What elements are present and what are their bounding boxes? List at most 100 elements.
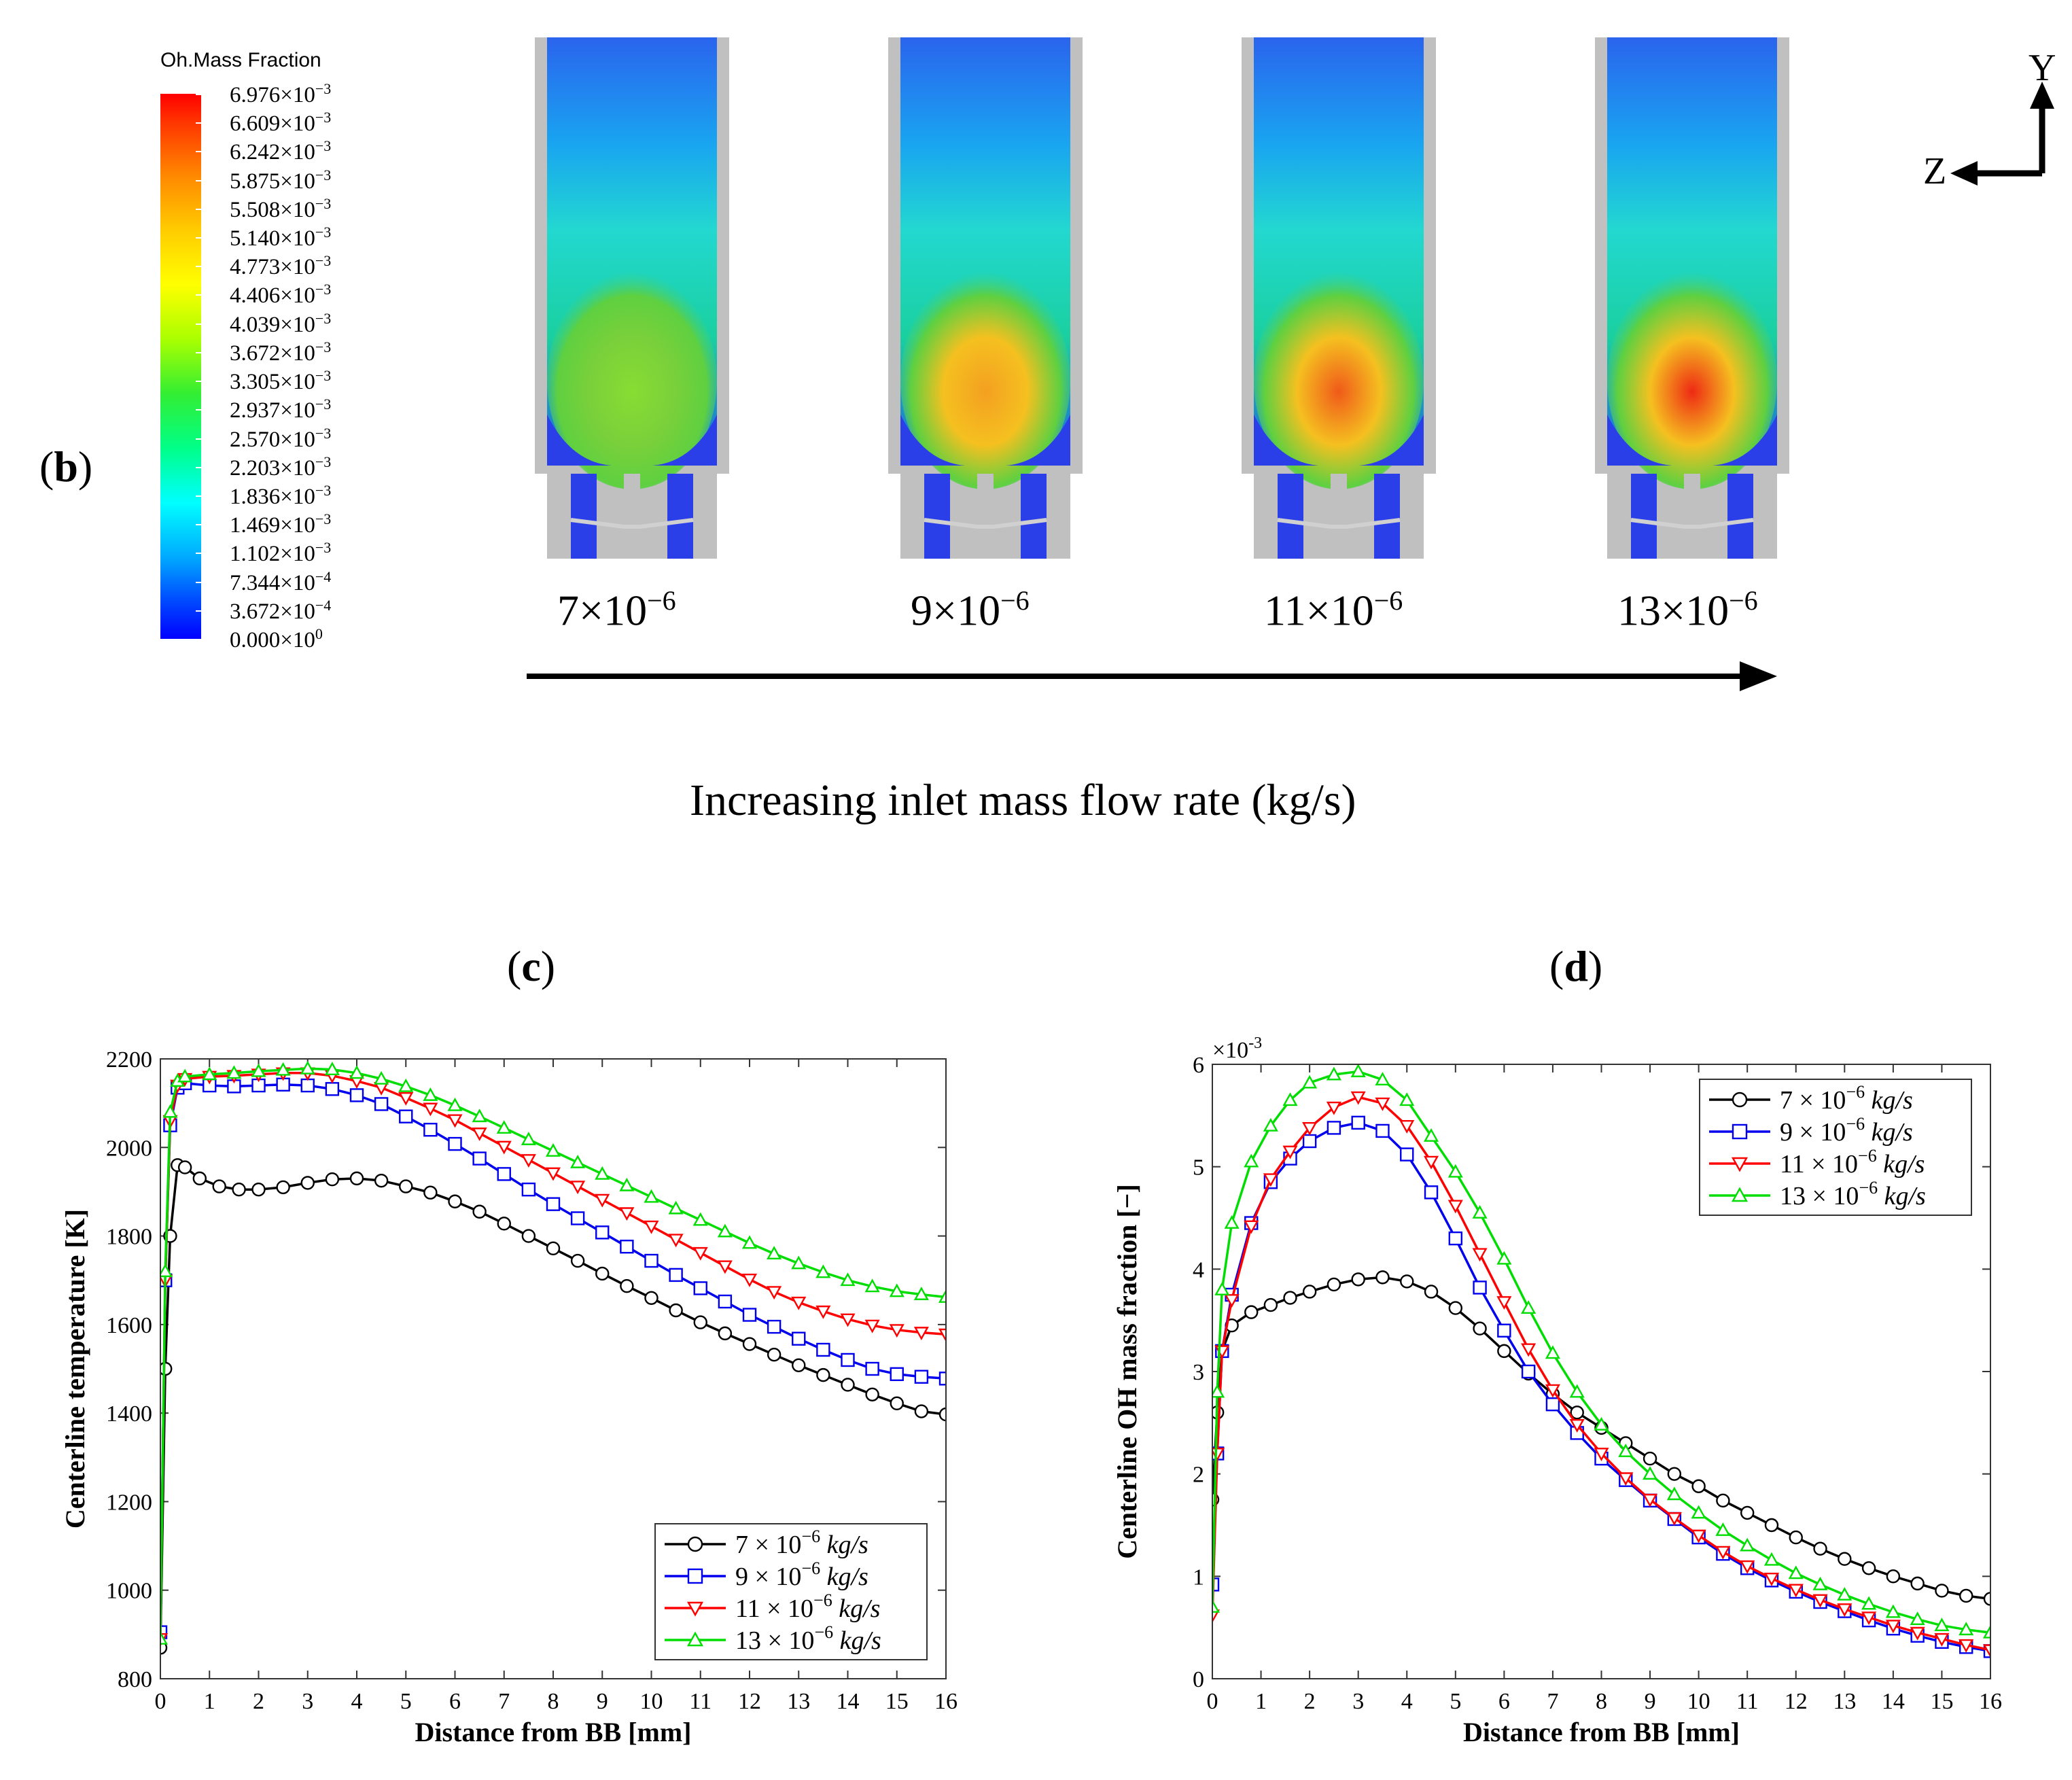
data-point <box>212 1179 226 1193</box>
data-point <box>742 1308 757 1322</box>
data-point <box>669 1303 683 1318</box>
x-tick-label: 10 <box>1687 1689 1710 1714</box>
data-point <box>496 1140 512 1155</box>
data-point <box>447 1097 463 1111</box>
data-point <box>1350 1064 1366 1077</box>
data-point <box>1472 1204 1488 1219</box>
data-point <box>1982 1644 1990 1658</box>
data-point <box>177 1160 192 1174</box>
y-tick-label: 1400 <box>106 1401 152 1427</box>
legend-entry: 11 × 10−6 kg/s <box>735 1590 880 1623</box>
y-tick-label: 1600 <box>106 1313 152 1338</box>
data-point <box>1812 1594 1828 1608</box>
flame-contours <box>535 37 1789 559</box>
y-tick-label: 0 <box>1193 1667 1204 1692</box>
data-point <box>1399 1092 1415 1106</box>
data-point <box>1350 1091 1366 1105</box>
data-point <box>1716 1493 1730 1508</box>
data-point <box>1545 1345 1560 1359</box>
colorbar-tick <box>196 122 203 124</box>
colorbar-label: 4.773×10−3 <box>230 252 332 280</box>
data-point <box>791 1296 807 1310</box>
data-point <box>914 1404 929 1418</box>
colorbar-tick <box>196 553 203 555</box>
data-point <box>889 1324 905 1338</box>
data-point <box>840 1313 856 1327</box>
legend: 7 × 10−6 kg/s9 × 10−6 kg/s11 × 10−6 kg/s… <box>1699 1079 1972 1216</box>
data-point <box>693 1315 707 1329</box>
x-tick-label: 7 <box>498 1689 510 1714</box>
data-point <box>399 1109 413 1123</box>
data-point <box>1569 1384 1585 1398</box>
data-point <box>1731 1187 1749 1202</box>
data-point <box>816 1367 830 1382</box>
colorbar-label: 3.672×10−3 <box>230 338 332 366</box>
colorbar-tick <box>196 438 203 440</box>
data-point <box>162 1104 178 1118</box>
data-point <box>570 1181 586 1195</box>
data-point <box>226 1065 242 1079</box>
data-point <box>1448 1231 1463 1246</box>
data-point <box>160 1263 173 1278</box>
data-point <box>889 1283 905 1297</box>
data-point <box>692 1246 708 1261</box>
colorbar-tick <box>196 323 203 325</box>
x-tick-label: 9 <box>1645 1689 1656 1714</box>
x-tick-label: 8 <box>548 1689 559 1714</box>
data-point <box>1788 1565 1804 1580</box>
data-point <box>619 1177 635 1191</box>
data-point <box>1472 1248 1488 1262</box>
data-point <box>1594 1448 1609 1462</box>
mass-flow-case-label: 7×10−6 <box>557 585 676 635</box>
data-point <box>546 1197 561 1211</box>
data-point <box>1326 1101 1341 1115</box>
data-point <box>1838 1552 1852 1566</box>
data-point <box>1326 1066 1341 1081</box>
x-tick-label: 10 <box>640 1689 663 1714</box>
data-point <box>914 1369 929 1384</box>
colorbar-label: 1.102×10−3 <box>230 539 332 567</box>
data-point <box>1837 1603 1852 1618</box>
data-point <box>595 1225 610 1240</box>
x-tick-label: 11 <box>689 1689 712 1714</box>
data-point <box>840 1272 856 1287</box>
data-point <box>1423 1155 1439 1170</box>
data-point <box>349 1088 364 1102</box>
data-point <box>349 1065 365 1079</box>
data-point <box>742 1337 757 1351</box>
data-point <box>1910 1576 1925 1591</box>
data-point <box>815 1305 831 1319</box>
data-point <box>816 1342 830 1357</box>
data-point <box>1545 1384 1560 1398</box>
panel-b-label: (b) <box>39 442 93 491</box>
data-point <box>521 1229 536 1243</box>
data-point <box>1732 1092 1748 1108</box>
data-point <box>546 1241 561 1256</box>
data-point <box>717 1223 733 1238</box>
data-point <box>521 1182 536 1197</box>
data-point <box>472 1128 487 1141</box>
data-point <box>668 1234 684 1248</box>
data-point <box>741 1274 758 1287</box>
data-point <box>1327 1121 1341 1135</box>
data-point <box>1351 1115 1365 1130</box>
data-point <box>1545 1397 1560 1412</box>
data-point <box>686 1601 704 1617</box>
series <box>1212 1064 1990 1639</box>
colorbar-label: 0.000×100 <box>230 625 323 652</box>
data-point <box>1283 1291 1297 1305</box>
data-point <box>864 1319 880 1333</box>
series <box>160 1076 946 1639</box>
data-point <box>1666 1512 1682 1526</box>
colorbar-tick <box>196 409 203 411</box>
series-line <box>1212 1096 1990 1652</box>
data-point <box>767 1246 782 1260</box>
data-point <box>767 1347 782 1362</box>
flame-contour-case <box>1595 37 1789 559</box>
panel-d-label: (d) <box>1549 942 1603 990</box>
data-point <box>570 1211 585 1225</box>
x-tick-label: 13 <box>1833 1689 1856 1714</box>
data-point <box>1812 1576 1828 1590</box>
data-point <box>644 1291 659 1305</box>
x-tick-label: 7 <box>1547 1689 1558 1714</box>
